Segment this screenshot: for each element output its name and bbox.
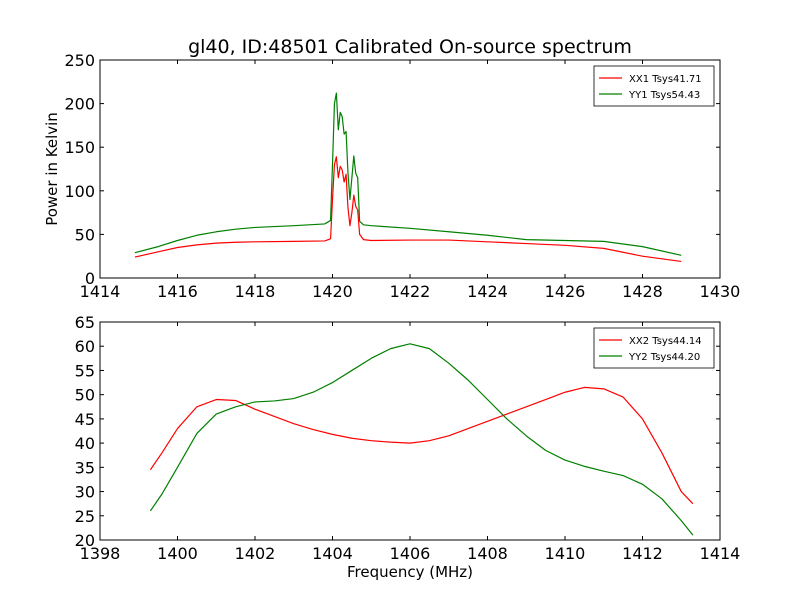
lower-y-tick-label: 30 [75,483,95,502]
upper-spectrum-panel: 1414 1416 1418 1420 1422 1424 1426 1428 1430 0 50 1… [43,51,740,301]
upper-y-tick-label: 150 [64,138,95,157]
upper-y-tick-label: 0 [85,269,95,288]
lower-x-tick-label: 1414 [700,544,741,563]
lower-x-tick-label: 1398 [80,544,121,563]
lower-x-tick-label: 1406 [390,544,431,563]
lower-y-tick-label: 55 [75,361,95,380]
lower-x-axis-label: Frequency (MHz) [347,563,473,581]
upper-x-tick-label: 1418 [235,282,276,301]
lower-series-line-1 [149,386,694,505]
upper-legend-label: XX1 Tsys41.71 [629,74,702,85]
lower-y-tick-label: 35 [75,458,95,477]
lower-legend: XX2 Tsys44.14 YY2 Tsys44.20 [593,327,715,369]
lower-y-tick-label: 40 [75,434,95,453]
lower-y-tick-label: 50 [75,386,95,405]
lower-x-tick-label: 1410 [545,544,586,563]
upper-y-tick-label: 200 [64,95,95,114]
lower-y-tick-label: 20 [75,531,95,550]
lower-series-line-2 [149,343,694,536]
upper-x-tick-label: 1416 [157,282,198,301]
upper-legend-box [593,65,715,107]
upper-y-axis-label: Power in Kelvin [43,112,61,226]
upper-y-tick-label: 100 [64,182,95,201]
lower-x-tick-label: 1408 [467,544,508,563]
upper-x-tick-label: 1414 [80,282,121,301]
lower-x-tick-label: 1404 [312,544,353,563]
lower-legend-label: XX2 Tsys44.14 [629,336,702,347]
upper-legend-label: YY1 Tsys54.43 [628,90,700,101]
lower-y-tick-label: 60 [75,337,95,356]
lower-legend-box [593,327,715,369]
lower-y-tick-label: 65 [75,313,95,332]
upper-y-tick-label: 250 [64,51,95,70]
lower-series-group [149,343,694,536]
upper-legend: XX1 Tsys41.71 YY1 Tsys54.43 [593,65,715,107]
lower-x-tick-label: 1412 [622,544,663,563]
upper-series-group [134,92,682,263]
upper-x-tick-label: 1430 [700,282,741,301]
upper-series-line-2 [134,92,682,256]
figure-title: gl40, ID:48501 Calibrated On-source spec… [188,36,632,58]
lower-x-tick-label: 1402 [235,544,276,563]
lower-spectrum-panel: 1398 1400 1402 1404 1406 1408 1410 1412 1414 20 25… [75,313,741,581]
upper-series-line-1 [134,156,682,263]
lower-y-tick-label: 45 [75,410,95,429]
upper-x-tick-label: 1428 [622,282,663,301]
upper-x-tick-label: 1426 [545,282,586,301]
lower-x-tick-label: 1400 [157,544,198,563]
upper-y-tick-label: 50 [75,225,95,244]
lower-legend-label: YY2 Tsys44.20 [628,352,700,363]
upper-x-tick-label: 1422 [390,282,431,301]
upper-x-tick-label: 1424 [467,282,508,301]
lower-y-tick-label: 25 [75,507,95,526]
upper-x-tick-label: 1420 [312,282,353,301]
